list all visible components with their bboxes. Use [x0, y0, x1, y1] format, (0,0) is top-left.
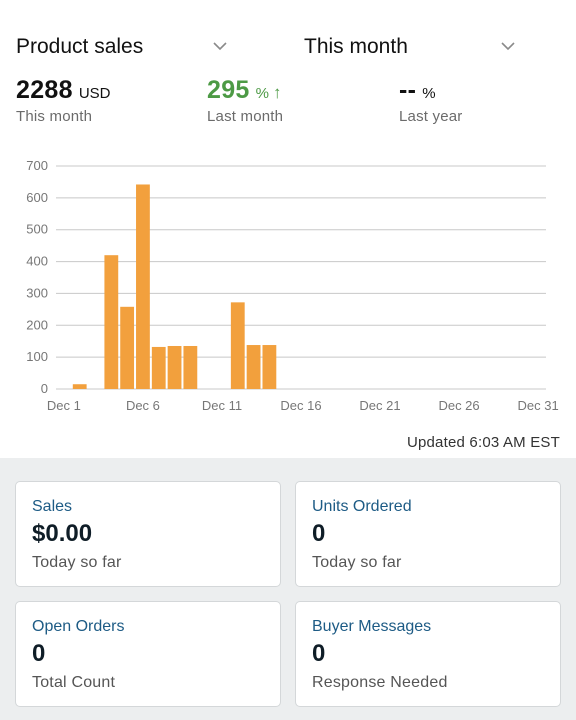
dashboard-cards-area: Sales $0.00 Today so far Units Ordered 0… [0, 458, 576, 720]
sales-card-value: $0.00 [32, 520, 93, 547]
stat-last-year-label: Last year [399, 108, 463, 125]
updated-timestamp: Updated 6:03 AM EST [406, 434, 560, 451]
stat-this-month-unit: USD [78, 85, 111, 102]
y-tick-label: 200 [26, 317, 48, 332]
sales-bar [72, 384, 87, 389]
buyer-messages-card[interactable]: Buyer Messages 0 Response Needed [295, 601, 561, 707]
y-tick-label: 600 [26, 190, 48, 205]
x-tick-label: Dec 21 [359, 398, 400, 413]
stat-last-month: 295 % ↑ Last month [207, 76, 283, 125]
open-orders-card-subtitle: Total Count [32, 674, 116, 691]
stat-last-month-unit: % [255, 85, 269, 102]
x-tick-label: Dec 11 [202, 398, 242, 413]
stat-last-month-label: Last month [207, 108, 284, 125]
sales-card-title: Sales [32, 498, 73, 515]
x-tick-label: Dec 1 [47, 398, 81, 413]
sales-bar [151, 346, 166, 389]
arrow-up-icon: ↑ [272, 83, 282, 102]
sales-summary-panel: Product sales This month 2288 USD This m… [16, 30, 560, 451]
stat-this-month: 2288 USD This month [16, 76, 111, 125]
period-dropdown-label: This month [304, 35, 408, 58]
units-ordered-card-value: 0 [312, 520, 326, 547]
x-tick-label: Dec 6 [126, 398, 160, 413]
stat-this-month-value: 2288 [16, 76, 73, 104]
sales-card-subtitle: Today so far [32, 554, 122, 571]
y-tick-label: 400 [26, 254, 48, 269]
x-tick-label: Dec 16 [280, 398, 321, 413]
units-ordered-card-title: Units Ordered [312, 498, 412, 515]
y-tick-label: 100 [26, 349, 48, 364]
stat-last-month-value: 295 [207, 76, 250, 104]
chevron-down-icon [213, 42, 227, 51]
buyer-messages-card-subtitle: Response Needed [312, 674, 448, 691]
metric-dropdown-label: Product sales [16, 35, 144, 58]
metric-dropdown[interactable]: Product sales [16, 30, 236, 64]
x-tick-label: Dec 31 [517, 398, 558, 413]
stat-this-month-label: This month [16, 108, 93, 125]
y-tick-label: 700 [26, 158, 48, 173]
sales-bar-chart: 0 100 200 300 400 500 600 700 Dec 1 Dec 6 Dec 11 De… [26, 158, 558, 413]
sales-bar [262, 345, 277, 389]
units-ordered-card[interactable]: Units Ordered 0 Today so far [295, 481, 561, 587]
sales-bar [246, 345, 261, 389]
open-orders-card-title: Open Orders [32, 618, 125, 635]
sales-bar [136, 184, 150, 389]
open-orders-card[interactable]: Open Orders 0 Total Count [15, 601, 281, 707]
sales-bar [183, 345, 198, 389]
buyer-messages-card-title: Buyer Messages [312, 618, 432, 635]
open-orders-card-value: 0 [32, 640, 46, 667]
sales-bar [230, 302, 245, 389]
chevron-down-icon [501, 42, 515, 51]
sales-bar [167, 345, 182, 389]
x-tick-label: Dec 26 [438, 398, 479, 413]
sales-card[interactable]: Sales $0.00 Today so far [15, 481, 281, 587]
buyer-messages-card-value: 0 [312, 640, 326, 667]
y-tick-label: 300 [26, 285, 48, 300]
y-tick-label: 0 [41, 381, 48, 396]
sales-bar [104, 255, 119, 389]
sales-bar [120, 306, 135, 389]
units-ordered-card-subtitle: Today so far [312, 554, 402, 571]
stat-last-year: -- % Last year [399, 76, 463, 125]
y-tick-label: 500 [26, 222, 48, 237]
period-dropdown[interactable]: This month [304, 30, 524, 64]
stat-last-year-unit: % [422, 85, 436, 102]
stat-last-year-value: -- [399, 76, 417, 104]
